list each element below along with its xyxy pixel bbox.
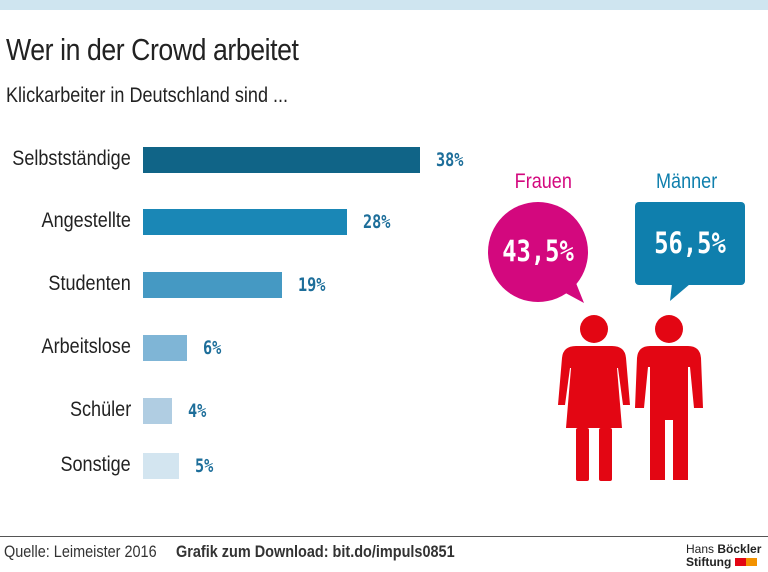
category-label: Sonstige: [60, 453, 131, 476]
chart-subtitle: Klickarbeiter in Deutschland sind ...: [6, 84, 289, 107]
category-label: Angestellte: [41, 209, 131, 232]
hbs-logo: Hans Böckler Stiftung: [686, 542, 762, 569]
women-speech-bubble: [488, 202, 588, 303]
value-label: 4%: [188, 400, 207, 422]
bar-4: [143, 398, 173, 424]
women-percentage: 43,5%: [502, 234, 574, 268]
footer-divider: [0, 536, 768, 537]
men-percentage: 56,5%: [654, 226, 726, 260]
category-label: Arbeitslose: [41, 335, 131, 358]
bar-3: [143, 335, 187, 361]
category-label: Selbstständige: [12, 147, 131, 170]
man-figure-icon: [635, 315, 703, 480]
source-text: Quelle: Leimeister 2016: [4, 542, 157, 561]
bar-1: [143, 209, 348, 235]
value-label: 6%: [202, 337, 222, 359]
bar-0: [143, 147, 421, 173]
men-speech-bubble: [635, 202, 745, 301]
women-label: Frauen: [514, 170, 572, 193]
category-label: Schüler: [69, 398, 131, 421]
top-band: [0, 0, 768, 10]
value-label: 28%: [363, 211, 391, 233]
value-label: 19%: [297, 274, 325, 296]
bar-5: [143, 453, 180, 479]
men-label: Männer: [655, 170, 718, 193]
chart-title: Wer in der Crowd arbeitet: [6, 32, 299, 67]
category-label: Studenten: [48, 272, 131, 295]
bar-2: [143, 272, 282, 298]
woman-figure-icon: [558, 315, 630, 481]
download-link[interactable]: Grafik zum Download: bit.do/impuls0851: [176, 542, 455, 561]
value-label: 38%: [436, 149, 464, 171]
value-label: 5%: [195, 455, 214, 477]
